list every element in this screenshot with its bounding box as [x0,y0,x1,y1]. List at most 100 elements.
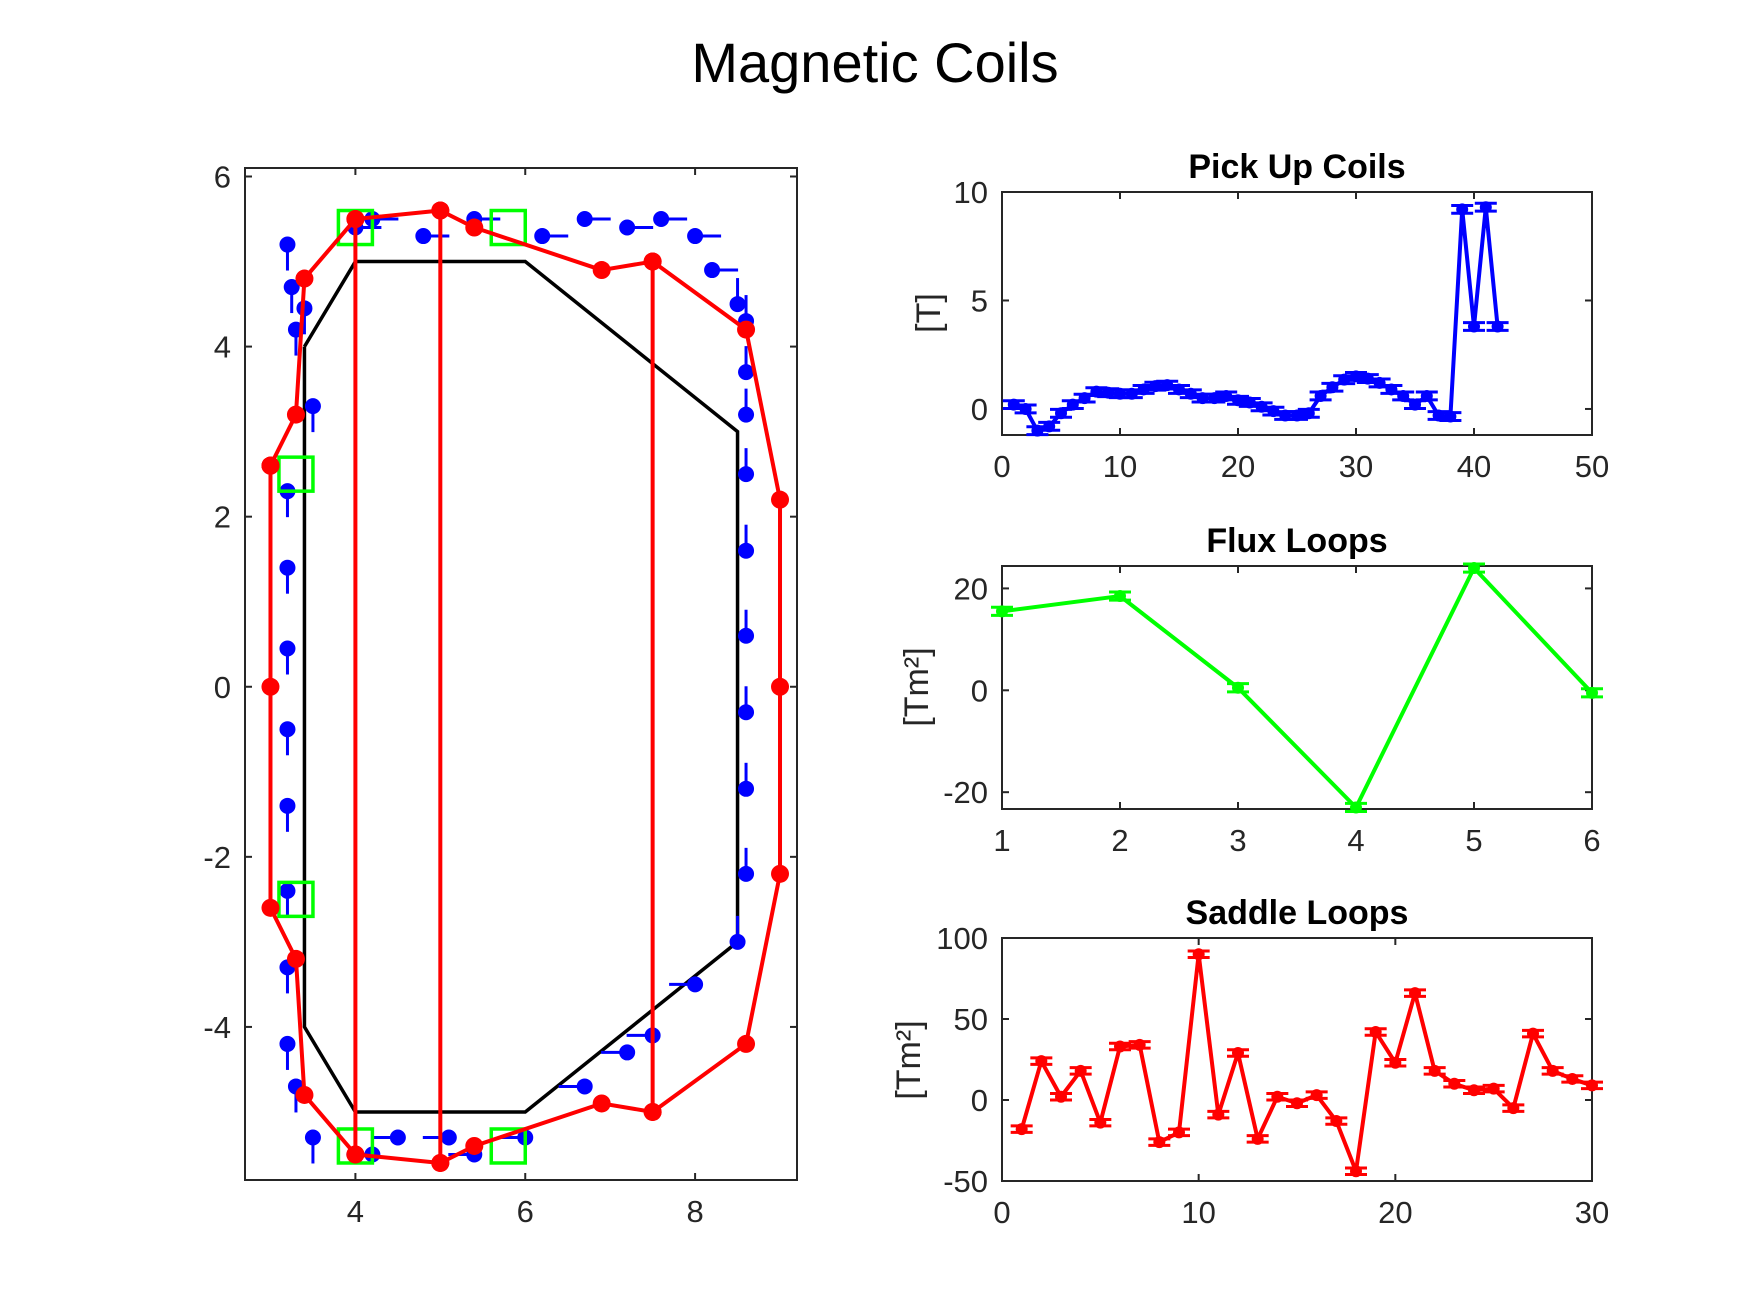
geometry-xtick-labels: 4 6 8 [347,1194,704,1229]
pickup-data-point [1043,420,1056,433]
saddle-loop-point [295,1085,314,1104]
saddle-loop-point [261,898,280,917]
pickup-data-point [1078,392,1091,405]
saddle-data-point [1192,948,1205,961]
flux-data-point [996,605,1008,618]
flux-data-point [1350,801,1362,814]
pickup-data-point [1468,320,1480,333]
saddle-data-point [1310,1089,1323,1102]
saddle-xtick-labels: 0 10 20 30 [993,1195,1609,1230]
saddle-series-layer [1001,937,1603,1182]
saddle-data-point [1586,1079,1598,1092]
pickup-data-point [1267,405,1280,418]
pickup-data-point [1385,383,1398,396]
saddle-title: Saddle Loops [1186,894,1409,932]
pickup-data-point [1137,383,1150,396]
saddle-data-point [1114,1040,1126,1053]
saddle-xtick-label: 10 [1181,1195,1215,1230]
figure-suptitle: Magnetic Coils [691,31,1058,94]
flux-plot: Flux Loops [Tm²] 1 2 3 4 5 6 20 0 -20 [898,522,1603,858]
saddle-xtick-label: 30 [1575,1195,1609,1230]
saddle-data-point [1546,1064,1559,1077]
pickup-ytick-labels: 10 5 0 [954,175,988,427]
flux-ytick-label: -20 [943,775,988,810]
saddle-ytick-label: 0 [971,1083,988,1118]
pickup-xtick-label: 0 [993,449,1010,484]
saddle-data-point [1153,1136,1166,1149]
saddle-ytick-labels: 100 50 0 -50 [936,921,988,1199]
saddle-data-point [1507,1102,1520,1115]
pickup-data-point [1361,372,1374,385]
pickup-data-point [1173,383,1185,396]
geometry-ytick-label: 0 [214,670,231,705]
saddle-ytick-label: 100 [936,921,988,956]
pickup-xtick-label: 10 [1103,449,1137,484]
saddle-loop-point [737,1034,756,1053]
saddle-ytick-label: 50 [954,1002,988,1037]
saddle-xtick-label: 20 [1378,1195,1412,1230]
saddle-data-point [1566,1072,1579,1085]
pickup-xtick-label: 20 [1221,449,1255,484]
saddle-loop-point [771,490,790,509]
pickup-data-point [1184,387,1197,400]
saddle-xtick-label: 0 [993,1195,1010,1230]
saddle-loop-point [643,1102,662,1121]
flux-data-point [1114,590,1126,603]
flux-xtick-labels: 1 2 3 4 5 6 [993,823,1600,858]
pickup-data-point [1243,396,1256,409]
pickup-data-point [1255,400,1268,413]
geometry-xtick-label: 4 [347,1194,364,1229]
saddle-loop-point [643,252,662,271]
geometry-ytick-label: 4 [214,330,231,365]
geometry-plot: 4 6 8 6 4 2 0 -2 -4 [203,160,798,1229]
geometry-xtick-label: 6 [517,1194,534,1229]
flux-loop-marker [277,455,315,493]
flux-series-layer [991,562,1603,814]
flux-xtick-label: 2 [1111,823,1128,858]
pickup-data-point [1007,398,1020,411]
pickup-data-point [1125,387,1138,400]
flux-data-point [1232,681,1244,694]
geometry-ytick-label: -4 [203,1010,231,1045]
saddle-loop-point [286,949,305,968]
saddle-loop-point [286,405,305,424]
flux-ytick-labels: 20 0 -20 [943,571,988,810]
saddle-loop-point [465,1136,484,1155]
saddle-data-point [1487,1082,1500,1095]
pickup-data-point [1350,370,1362,383]
pickup-data-point [1031,424,1044,437]
saddle-data-point [1074,1064,1087,1077]
saddle-data-point [1094,1116,1107,1129]
saddle-data-point [1055,1090,1067,1103]
geometry-ytick-label: 6 [214,160,231,195]
pickup-data-point [1409,398,1421,411]
pickup-data-point [1066,398,1079,411]
saddle-data-point [1428,1064,1441,1077]
saddle-data-point [1369,1025,1382,1038]
pickup-ytick-label: 5 [971,283,988,318]
pickup-data-point [1444,410,1457,423]
saddle-data-point [1212,1108,1225,1121]
saddle-data-point [1291,1097,1303,1110]
flux-loop-marker [489,208,528,247]
saddle-data-point [1468,1084,1480,1097]
pickup-xtick-labels: 0 10 20 30 40 50 [993,449,1609,484]
saddle-loop-point [592,261,611,280]
flux-axes-box [1001,565,1593,810]
saddle-data-point [1015,1123,1028,1136]
pickup-series-layer [1001,191,1593,437]
geometry-ytick-labels: 6 4 2 0 -2 -4 [203,160,231,1045]
saddle-loop-point [431,201,450,220]
geometry-xtick-label: 8 [686,1194,703,1229]
pickup-data-point [1420,389,1433,402]
saddle-loop-point [346,1145,365,1164]
pickup-data-point [1208,392,1221,405]
saddle-loop-point [592,1094,611,1113]
pickup-xtick-label: 40 [1457,449,1491,484]
saddle-loop-point [465,218,484,237]
pickup-ytick-label: 10 [954,175,988,210]
flux-ytick-label: 0 [971,673,988,708]
saddle-plot: Saddle Loops [Tm²] 0 10 20 30 100 50 0 -… [890,894,1609,1230]
saddle-loop-point [346,210,365,229]
